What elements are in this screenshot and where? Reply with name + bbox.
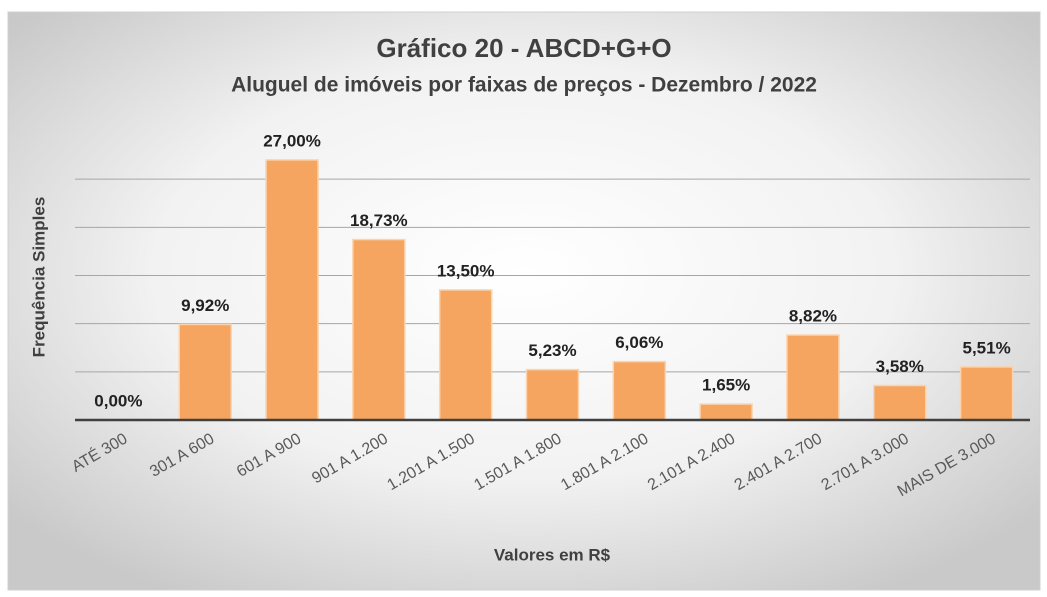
chart-subtitle: Aluguel de imóveis por faixas de preços … [231,74,817,97]
bar [178,323,232,421]
data-label: 5,51% [962,338,1010,357]
data-label: 9,92% [181,296,229,315]
bar [525,368,580,421]
data-label: 27,00% [263,131,321,150]
bar [352,238,406,421]
bar [699,403,753,421]
data-label: 6,06% [615,333,663,352]
y-axis-title: Frequência Simples [29,197,48,358]
data-label: 8,82% [789,307,837,326]
chart-background [7,11,1041,591]
data-label: 3,58% [876,357,924,376]
data-label: 18,73% [350,211,408,230]
chart-title: Gráfico 20 - ABCD+G+O [376,33,671,63]
data-label: 5,23% [528,341,576,360]
bar [873,384,927,421]
bar [786,334,840,421]
x-axis-title: Valores em R$ [494,545,611,564]
bar [265,159,319,421]
data-label: 13,50% [437,261,495,280]
bar [959,366,1014,421]
bar [612,360,667,421]
bar [438,289,493,421]
data-label: 0,00% [94,391,142,410]
data-label: 1,65% [702,376,750,395]
